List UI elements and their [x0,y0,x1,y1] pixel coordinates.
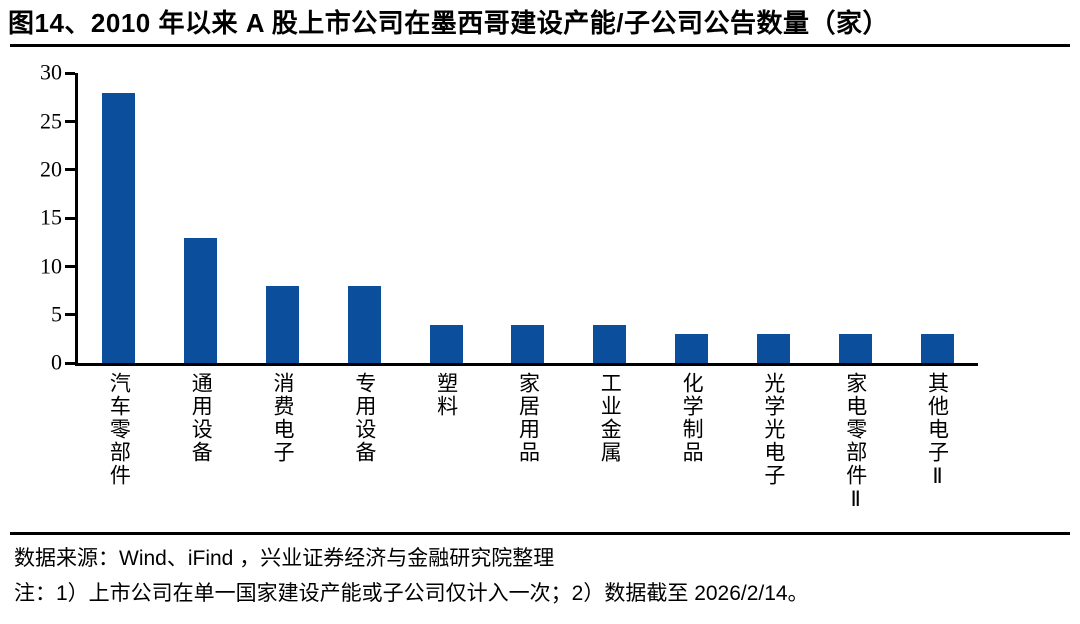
x-axis-label: 专用设备 [352,372,376,465]
bar [675,334,709,364]
footer-divider [10,532,1070,536]
x-axis-label: 光学光电子 [761,372,785,488]
bar [347,285,381,364]
bar-slot [405,73,487,364]
x-label-slot: 其他电子Ⅱ [896,372,978,524]
x-axis-label: 其他电子Ⅱ [925,372,949,491]
y-tick-mark [65,216,75,220]
x-label-slot: 家居用品 [487,372,569,524]
bar [102,92,136,364]
x-axis-label: 汽车零部件 [107,372,131,488]
plot-area [65,71,978,367]
x-axis-labels: 汽车零部件 通用设备 消费电子 专用设备 塑料 家居用品 工业金属 化学制品 光学光电子 家电零部… [78,372,978,524]
bar [593,324,627,364]
bar [920,334,954,364]
x-axis-label: 家居用品 [516,372,540,465]
x-axis-label: 通用设备 [189,372,213,465]
y-tick-label: 25 [40,107,62,133]
bar-chart: 0 5 10 15 20 25 30 汽车零部件 通用设备 消费电子 专用设备 塑料 家居用品 工业金属… [0,60,1080,524]
y-tick-mark [65,265,75,269]
y-tick-mark [65,120,75,124]
y-tick-mark [65,313,75,317]
x-axis-label: 工业金属 [598,372,622,465]
bar [429,324,463,364]
bar-slot [160,73,242,364]
y-tick-label: 30 [40,59,62,85]
y-tick-label: 5 [51,301,62,327]
title-divider [10,44,1070,48]
x-axis-label: 消费电子 [271,372,295,465]
x-label-slot: 汽车零部件 [78,372,160,524]
bar-slot [487,73,569,364]
x-label-slot: 化学制品 [651,372,733,524]
bar-slot [569,73,651,364]
bar-slot [896,73,978,364]
x-label-slot: 光学光电子 [733,372,815,524]
y-tick-mark [65,168,75,172]
y-tick-label: 20 [40,156,62,182]
bar [756,334,790,364]
y-tick-mark [65,71,75,75]
note-text: 注：1）上市公司在单一国家建设产能或子公司仅计入一次；2）数据截至 2026/2… [14,582,809,606]
y-axis: 0 5 10 15 20 25 30 [0,60,75,375]
bar [838,334,872,364]
x-label-slot: 消费电子 [242,372,324,524]
data-source-text: 数据来源：Wind、iFind ，兴业证券经济与金融研究院整理 [14,547,555,571]
y-tick-label: 10 [40,252,62,278]
bar [266,285,300,364]
x-axis-label: 化学制品 [680,372,704,465]
bar-slot [78,73,160,364]
x-label-slot: 通用设备 [160,372,242,524]
y-tick-label: 15 [40,204,62,230]
x-label-slot: 塑料 [405,372,487,524]
figure-title: 图14、2010 年以来 A 股上市公司在墨西哥建设产能/子公司公告数量（家） [8,8,889,38]
x-axis-label: 塑料 [434,372,458,419]
x-label-slot: 工业金属 [569,372,651,524]
bar-slot [242,73,324,364]
x-label-slot: 家电零部件Ⅱ [814,372,896,524]
plot-row: 0 5 10 15 20 25 30 [0,60,1080,375]
x-axis-label: 家电零部件Ⅱ [843,372,867,514]
bar-slot [651,73,733,364]
bar-slot [323,73,405,364]
bar-slot [814,73,896,364]
bar [184,237,218,364]
bar-slot [733,73,815,364]
bar [511,324,545,364]
y-tick-mark [65,361,75,365]
x-label-slot: 专用设备 [323,372,405,524]
y-tick-label: 0 [51,349,62,375]
